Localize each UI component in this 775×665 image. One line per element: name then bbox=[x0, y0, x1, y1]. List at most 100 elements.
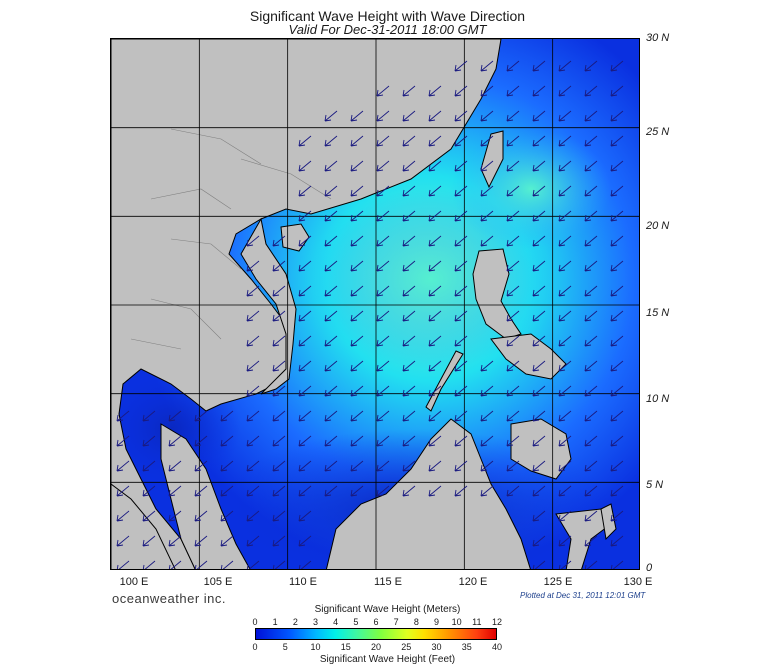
wave-arrow bbox=[350, 335, 364, 347]
wave-arrow bbox=[194, 485, 208, 497]
wave-arrow bbox=[480, 235, 494, 247]
wave-arrow bbox=[610, 210, 624, 222]
wave-arrow bbox=[454, 335, 468, 347]
wave-arrow bbox=[506, 85, 520, 97]
wave-arrow bbox=[558, 160, 572, 172]
lon-label-130e: 130 E bbox=[623, 576, 653, 588]
wave-arrow bbox=[558, 385, 572, 397]
wave-arrow bbox=[194, 435, 208, 447]
wave-arrow bbox=[480, 60, 494, 72]
wave-arrow bbox=[376, 435, 390, 447]
wave-arrow bbox=[350, 185, 364, 197]
wave-arrow bbox=[454, 385, 468, 397]
wave-arrow bbox=[558, 285, 572, 297]
meter-tick: 1 bbox=[272, 617, 278, 627]
wave-arrow bbox=[350, 310, 364, 322]
lat-label-5n: 5 N bbox=[646, 479, 664, 491]
wave-arrow bbox=[220, 460, 234, 472]
wave-arrow bbox=[532, 110, 546, 122]
wave-arrow bbox=[480, 110, 494, 122]
wave-arrow bbox=[298, 560, 312, 569]
wave-arrow bbox=[324, 235, 338, 247]
wave-arrow bbox=[506, 110, 520, 122]
wave-arrow bbox=[116, 460, 130, 472]
wave-arrow bbox=[558, 260, 572, 272]
wave-arrow bbox=[324, 410, 338, 422]
wave-arrow bbox=[506, 410, 520, 422]
map-title: Significant Wave Height with Wave Direct… bbox=[249, 8, 526, 24]
wave-arrow bbox=[402, 110, 416, 122]
wave-arrow bbox=[246, 560, 260, 569]
wave-arrow bbox=[350, 160, 364, 172]
meter-tick: 10 bbox=[451, 617, 462, 627]
wave-arrow bbox=[194, 535, 208, 547]
wave-arrow bbox=[298, 260, 312, 272]
wave-arrow bbox=[428, 360, 442, 372]
wave-arrow bbox=[402, 360, 416, 372]
wave-arrow bbox=[350, 260, 364, 272]
wave-arrow bbox=[610, 235, 624, 247]
wave-arrow bbox=[168, 535, 182, 547]
wave-arrow bbox=[402, 385, 416, 397]
wave-arrow bbox=[584, 485, 598, 497]
wave-arrow bbox=[246, 235, 260, 247]
wave-arrow bbox=[480, 435, 494, 447]
wave-arrow bbox=[610, 335, 624, 347]
wave-arrow bbox=[532, 385, 546, 397]
wave-arrow bbox=[272, 560, 286, 569]
meter-tick: 8 bbox=[413, 617, 419, 627]
lat-lon-grid bbox=[111, 39, 639, 569]
wave-arrow bbox=[376, 185, 390, 197]
wave-arrow bbox=[480, 410, 494, 422]
lat-label-0: 0 bbox=[646, 562, 653, 574]
wave-arrow bbox=[428, 460, 442, 472]
wave-arrow bbox=[506, 210, 520, 222]
wave-arrow bbox=[402, 335, 416, 347]
wave-arrow bbox=[402, 410, 416, 422]
wave-arrow bbox=[532, 335, 546, 347]
wave-arrow bbox=[584, 410, 598, 422]
wave-arrow bbox=[116, 410, 130, 422]
meter-tick: 2 bbox=[292, 617, 298, 627]
land-mindanao bbox=[510, 418, 572, 480]
wave-arrow bbox=[298, 385, 312, 397]
land-palawan bbox=[425, 350, 464, 412]
wave-arrow bbox=[298, 535, 312, 547]
wave-arrow bbox=[324, 435, 338, 447]
meter-tick: 0 bbox=[252, 617, 258, 627]
wave-arrow bbox=[272, 460, 286, 472]
wave-arrow bbox=[584, 285, 598, 297]
wave-arrow bbox=[532, 510, 546, 522]
wave-arrow bbox=[324, 385, 338, 397]
wave-arrow bbox=[480, 385, 494, 397]
wave-arrow bbox=[428, 185, 442, 197]
wave-arrow bbox=[272, 285, 286, 297]
wave-arrow bbox=[350, 285, 364, 297]
wave-arrow bbox=[298, 185, 312, 197]
wave-arrow bbox=[506, 185, 520, 197]
wave-arrow bbox=[350, 435, 364, 447]
feet-tick: 35 bbox=[461, 642, 472, 652]
wave-arrow bbox=[272, 335, 286, 347]
wave-arrow bbox=[376, 335, 390, 347]
wave-arrow bbox=[454, 435, 468, 447]
wave-arrow bbox=[532, 310, 546, 322]
lat-label-15n: 15 N bbox=[646, 307, 670, 319]
wave-arrow bbox=[350, 410, 364, 422]
wave-arrow bbox=[428, 110, 442, 122]
wave-arrow bbox=[558, 560, 572, 569]
map-subtitle: Valid For Dec-31-2011 18:00 GMT bbox=[288, 22, 487, 37]
wave-arrow bbox=[506, 360, 520, 372]
wave-arrow bbox=[194, 510, 208, 522]
wave-arrow bbox=[272, 235, 286, 247]
wave-arrow bbox=[376, 385, 390, 397]
border-lines bbox=[130, 128, 332, 350]
feet-tick: 20 bbox=[370, 642, 381, 652]
brand-logo: oceanweather inc. bbox=[112, 591, 227, 606]
wave-arrow bbox=[480, 485, 494, 497]
wave-arrow bbox=[246, 360, 260, 372]
wave-arrow bbox=[610, 60, 624, 72]
wave-arrow bbox=[428, 410, 442, 422]
wave-arrow bbox=[532, 535, 546, 547]
wave-arrow bbox=[584, 335, 598, 347]
